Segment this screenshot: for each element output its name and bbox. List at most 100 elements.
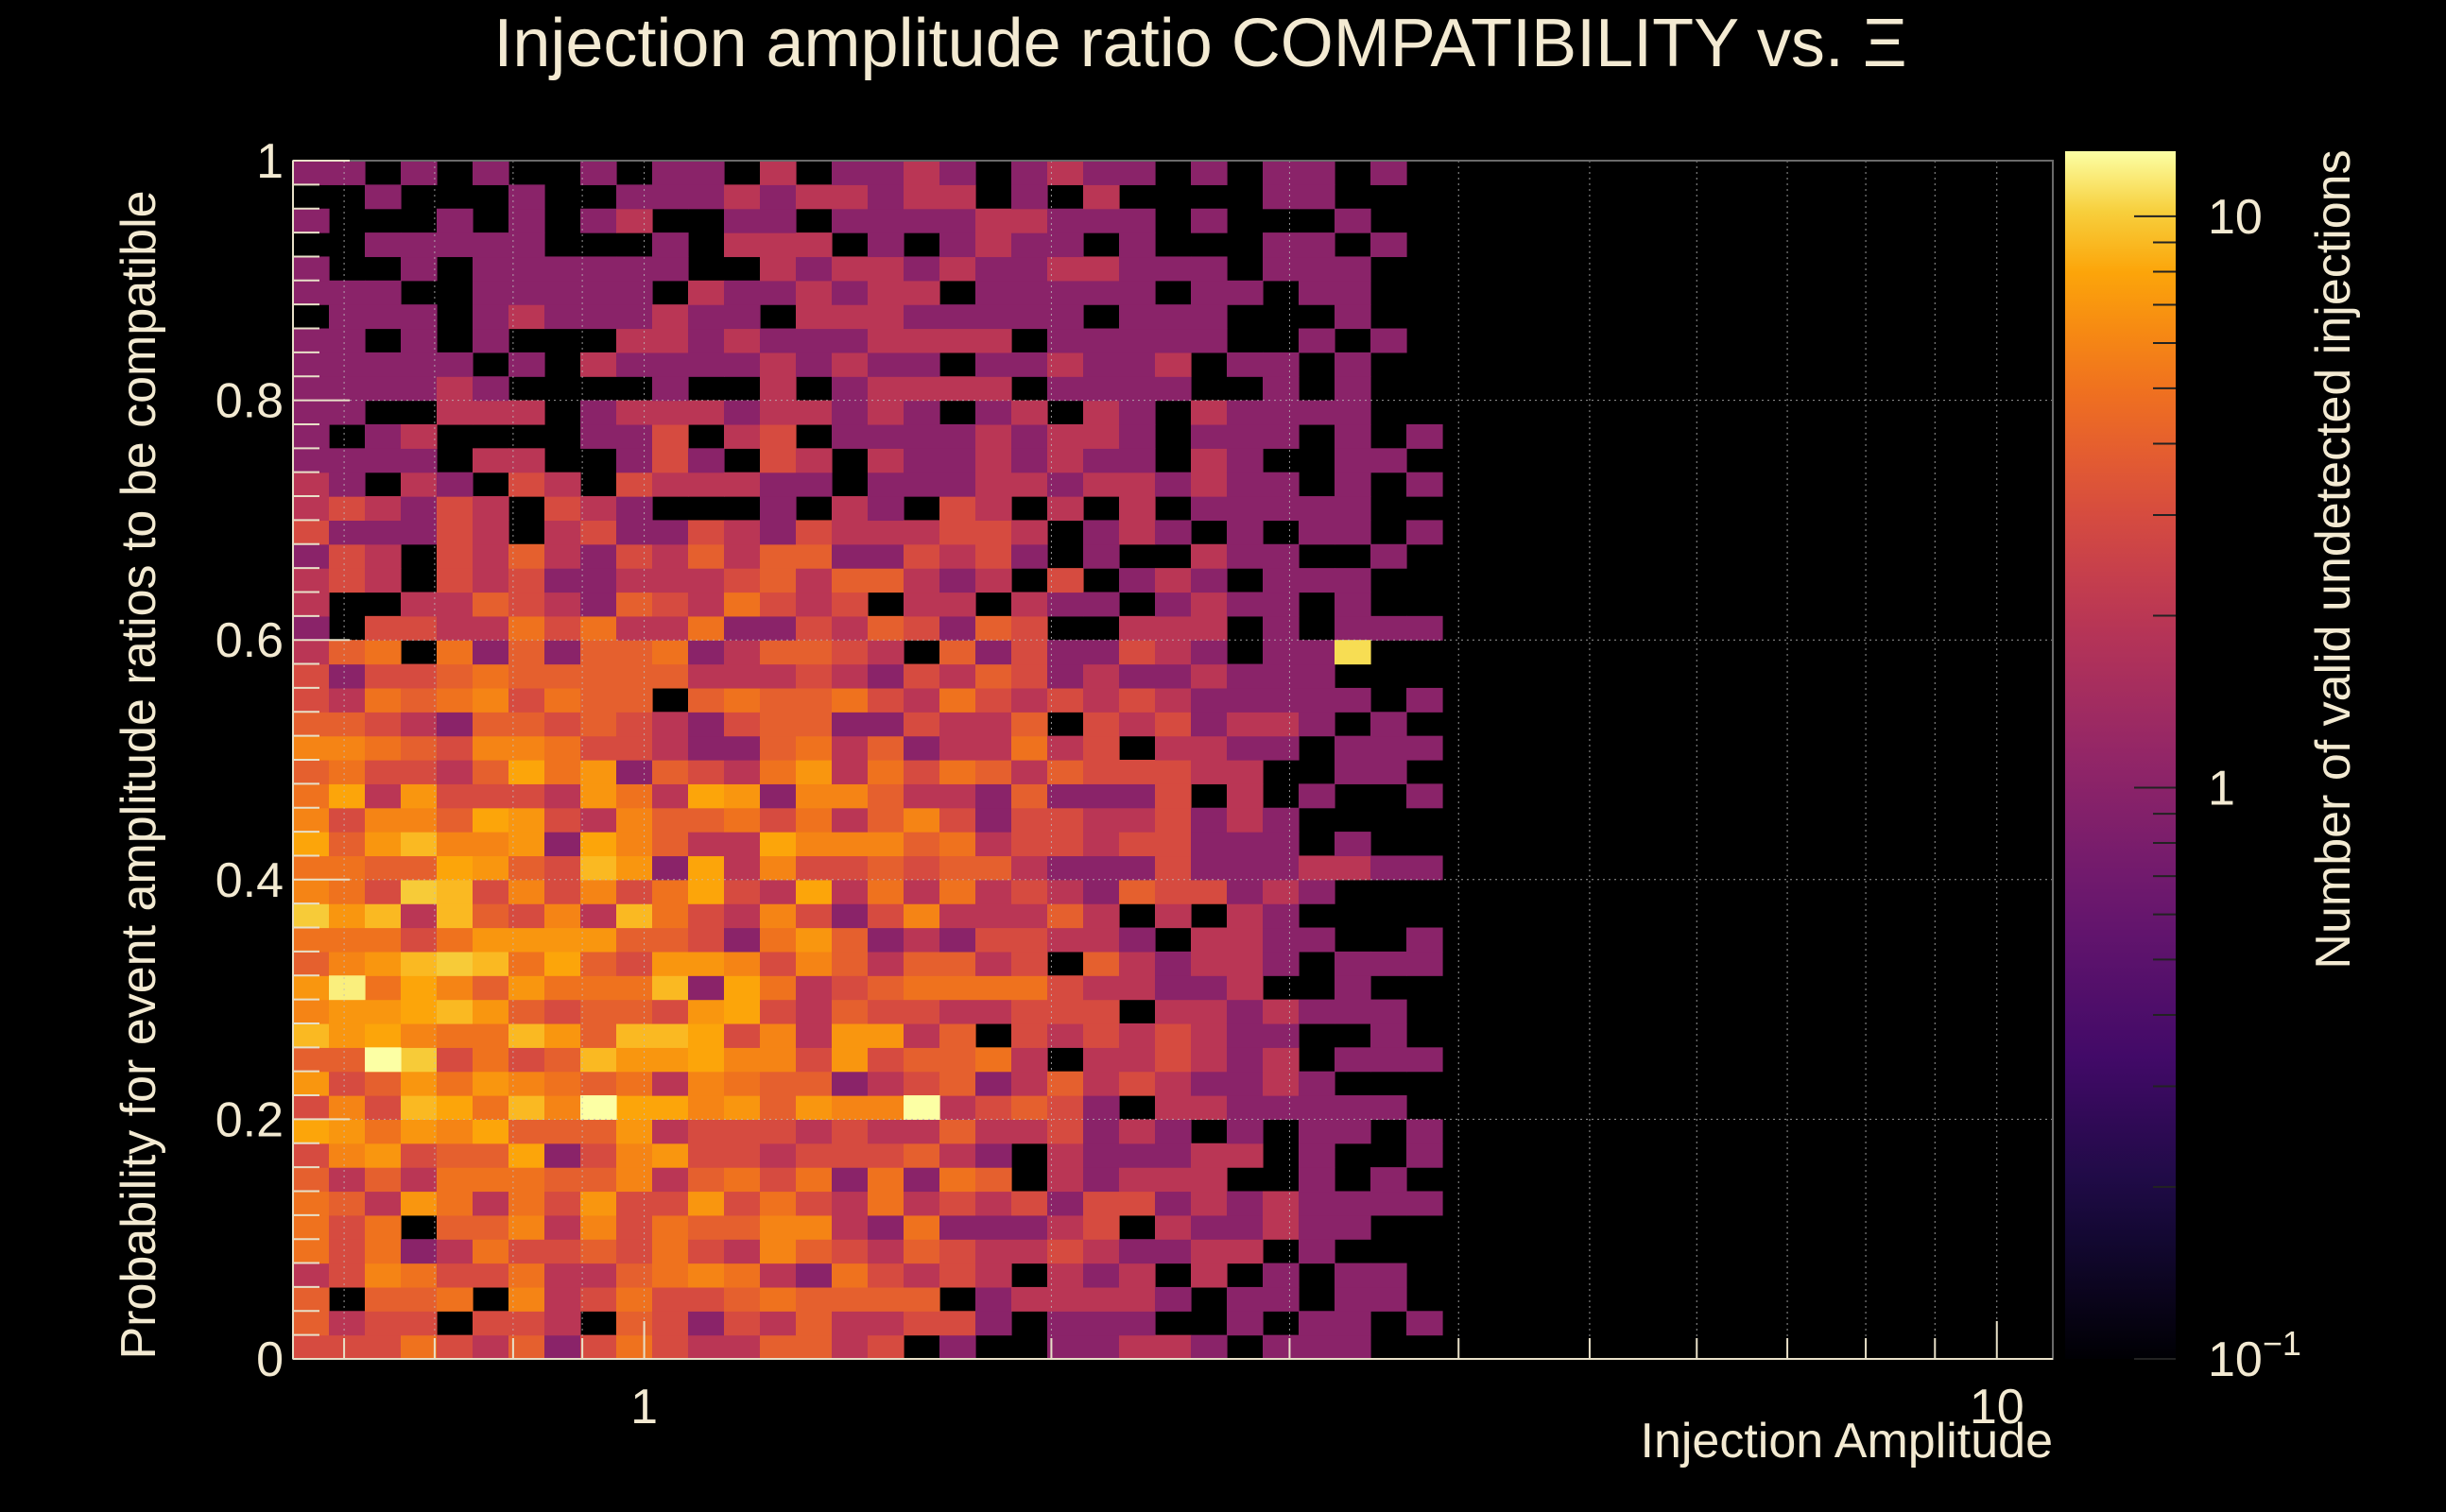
heatmap-cell [1263,400,1300,425]
heatmap-cell [724,807,761,833]
heatmap-cell [473,807,509,833]
heatmap-cell [1335,855,1371,881]
heatmap-cell [688,615,725,641]
heatmap-cell [939,1263,976,1288]
heatmap-cell [975,999,1012,1024]
heatmap-cell [868,328,904,353]
heatmap-cell [293,951,330,976]
heatmap-cell [365,640,402,665]
heatmap-cell [904,208,940,233]
heatmap-cell [1083,400,1120,425]
heatmap-cell [329,304,366,330]
heatmap-cell [1191,208,1228,233]
heatmap-cell [1011,400,1048,425]
heatmap-cell [401,1119,438,1144]
heatmap-cell [1191,592,1228,617]
heatmap-cell [616,256,653,282]
heatmap-cell [437,208,474,233]
heatmap-cell [939,712,976,737]
heatmap-cell [1155,1214,1192,1240]
heatmap-cell [1047,1334,1084,1360]
heatmap-cell [616,999,653,1024]
heatmap-cell [760,807,797,833]
heatmap-cell [1011,1286,1048,1312]
heatmap-cell [329,520,366,545]
heatmap-cell [760,1311,797,1336]
heatmap-cell [652,615,689,641]
heatmap-cell [939,687,976,713]
heatmap-cell [329,687,366,713]
heatmap-cell [473,1071,509,1096]
heatmap-cell [544,687,581,713]
heatmap-cell [1011,783,1048,809]
heatmap-cell [904,423,940,449]
heatmap-cell [1119,807,1156,833]
heatmap-cell [616,1191,653,1216]
heatmap-cell [616,1047,653,1073]
heatmap-cell [473,592,509,617]
heatmap-cell [760,352,797,377]
heatmap-cell [293,1263,330,1288]
heatmap-cell [1191,161,1228,185]
heatmap-cell [975,328,1012,353]
heatmap-cell [616,1239,653,1264]
heatmap-cell [437,352,474,377]
heatmap-cell [1299,927,1335,953]
heatmap-cell [1011,1191,1048,1216]
heatmap-cell [904,1263,940,1288]
heatmap-cell [508,256,545,282]
heatmap-cell [904,1143,940,1168]
heatmap-cell [975,760,1012,784]
heatmap-cell [868,1071,904,1096]
heatmap-cell [1083,735,1120,761]
heatmap-cell [293,927,330,953]
heatmap-cell [796,663,833,689]
heatmap-cell [544,760,581,784]
heatmap-cell [724,712,761,737]
heatmap-cell [365,280,402,305]
heatmap-cell [293,1095,330,1120]
heatmap-cell [1119,448,1156,473]
heatmap-cell [796,472,833,497]
heatmap-cell [975,735,1012,761]
heatmap-cell [1335,615,1371,641]
heatmap-cell [365,712,402,737]
heatmap-cell [868,1022,904,1048]
heatmap-cell [1263,472,1300,497]
heatmap-cell [437,520,474,545]
heatmap-cell [1263,376,1300,402]
heatmap-cell [975,1191,1012,1216]
heatmap-cell [1263,903,1300,929]
heatmap-cell [688,879,725,904]
heatmap-cell [904,1214,940,1240]
heatmap-cell [868,208,904,233]
heatmap-cell [473,161,509,185]
heatmap-cell [760,1214,797,1240]
heatmap-cell [473,520,509,545]
heatmap-cell [1370,1167,1407,1193]
heatmap-cell [1119,783,1156,809]
heatmap-cell [473,568,509,593]
heatmap-cell [688,1263,725,1288]
heatmap-cell [1227,903,1264,929]
heatmap-cell [580,663,617,689]
heatmap-cell [1011,975,1048,1001]
heatmap-cell [473,400,509,425]
heatmap-cell [401,592,438,617]
heatmap-cell [544,951,581,976]
heatmap-cell [329,496,366,521]
heatmap-cell [796,999,833,1024]
heatmap-cell [293,615,330,641]
heatmap-cell [365,1214,402,1240]
heatmap-cell [1011,1071,1048,1096]
heatmap-cell [652,161,689,185]
heatmap-cell [975,1071,1012,1096]
heatmap-cell [652,1286,689,1312]
colorbar-tick-label: 1 [2208,761,2235,816]
heatmap-cell [904,472,940,497]
heatmap-cell [1299,783,1335,809]
heatmap-cell [975,304,1012,330]
heatmap-cell [724,927,761,953]
heatmap-cell [904,280,940,305]
heatmap-cell [688,855,725,881]
